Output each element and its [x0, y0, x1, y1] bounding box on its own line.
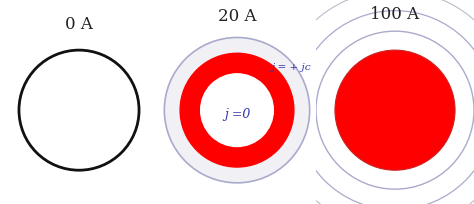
Ellipse shape — [335, 50, 455, 170]
Ellipse shape — [275, 0, 474, 204]
Ellipse shape — [164, 38, 310, 183]
Ellipse shape — [295, 11, 474, 204]
Text: 0 A: 0 A — [65, 16, 93, 33]
Text: 100 A: 100 A — [371, 6, 419, 23]
Text: j =0: j =0 — [224, 108, 250, 121]
Ellipse shape — [316, 31, 474, 189]
Ellipse shape — [253, 0, 474, 204]
Text: 20 A: 20 A — [218, 8, 256, 25]
Ellipse shape — [201, 74, 273, 146]
Text: j = + jᴄ: j = + jᴄ — [272, 63, 311, 72]
Ellipse shape — [19, 50, 139, 170]
Ellipse shape — [180, 53, 294, 167]
